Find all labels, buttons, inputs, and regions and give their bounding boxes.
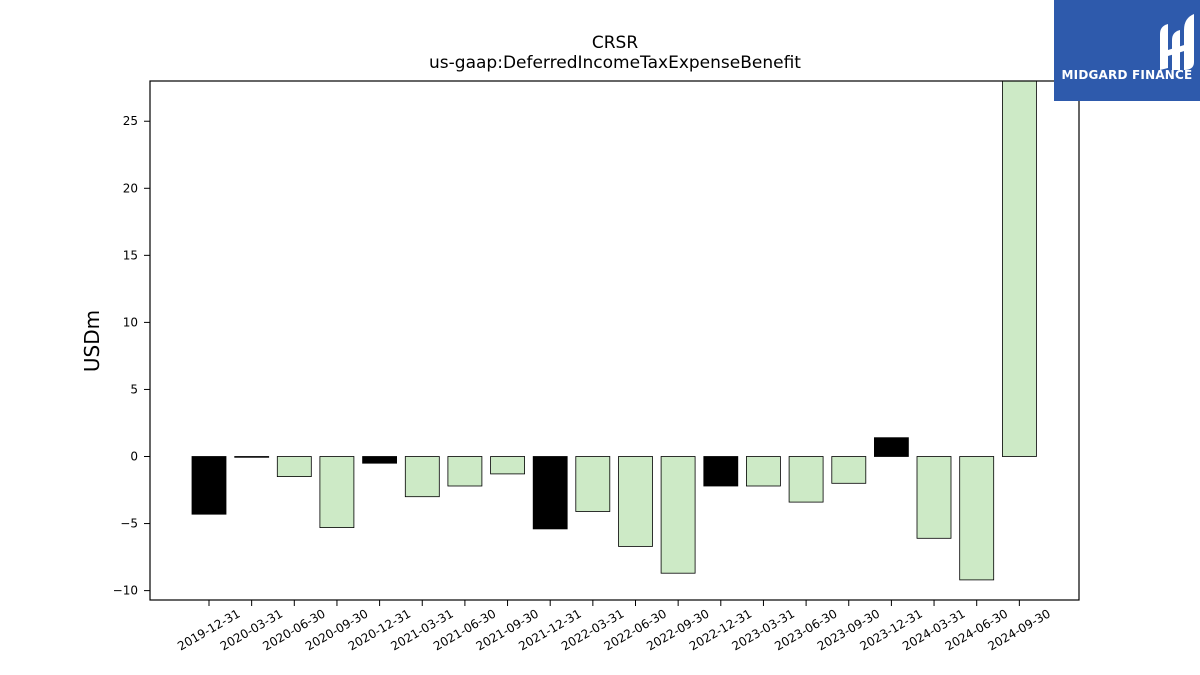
- bar-2021-06-30: [447, 456, 483, 487]
- bar-2024-09-30: [1002, 80, 1037, 457]
- y-tick-label: 10: [123, 315, 138, 329]
- bar-2023-06-30: [788, 456, 824, 503]
- y-axis-ticks: −10 −5 0 5 10 15 20 25: [113, 114, 150, 598]
- y-axis-label: USDm: [80, 310, 104, 372]
- bar-2020-03-31: [234, 456, 270, 458]
- logo-text: MIDGARD FINANCE: [1061, 68, 1193, 82]
- bar-2023-12-31: [874, 437, 909, 457]
- chart-title: CRSR: [592, 33, 638, 53]
- bar-2023-03-31: [746, 456, 781, 487]
- logo-mark-icon: [1160, 14, 1194, 70]
- y-tick-label: 20: [123, 181, 138, 195]
- bar-2020-09-30: [319, 456, 355, 528]
- chart-subtitle: us-gaap:DeferredIncomeTaxExpenseBenefit: [429, 53, 801, 73]
- y-tick-label: 0: [130, 450, 138, 464]
- bar-2024-03-31: [916, 456, 952, 539]
- bar-2022-09-30: [660, 456, 696, 574]
- y-tick-label: −5: [120, 517, 138, 531]
- bar-2021-03-31: [404, 456, 440, 498]
- x-axis-ticks: 2019-12-312020-03-312020-06-302020-09-30…: [175, 600, 1053, 653]
- y-tick-label: 5: [130, 382, 138, 396]
- bar-2020-06-30: [276, 456, 312, 478]
- bar-2020-12-31: [362, 456, 398, 464]
- y-tick-label: −10: [113, 584, 138, 598]
- bar-2021-12-31: [532, 456, 568, 530]
- y-tick-label: 15: [123, 248, 138, 262]
- plot-frame: [149, 80, 1080, 601]
- bar-2022-03-31: [575, 456, 611, 512]
- bars-group: [191, 80, 1037, 581]
- bar-2021-09-30: [490, 456, 526, 475]
- bar-2022-12-31: [703, 456, 739, 487]
- y-tick-label: 25: [123, 114, 138, 128]
- bar-2024-06-30: [959, 456, 995, 581]
- bar-2019-12-31: [191, 456, 227, 515]
- bar-2022-06-30: [618, 456, 653, 547]
- bar-2023-09-30: [831, 456, 867, 484]
- midgard-finance-logo: MIDGARD FINANCE: [1054, 0, 1200, 101]
